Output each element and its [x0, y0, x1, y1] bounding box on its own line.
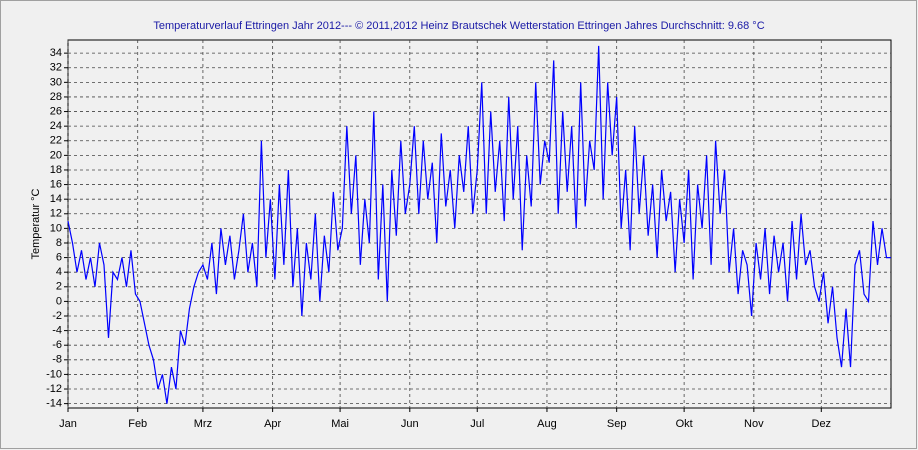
y-tick-label: 20 — [50, 149, 62, 161]
y-tick-label: 18 — [50, 164, 62, 176]
y-tick-label: 8 — [56, 237, 62, 249]
y-tick-label: -6 — [52, 339, 62, 351]
x-tick-label: Jul — [470, 418, 484, 430]
y-tick-label: 12 — [50, 208, 62, 220]
y-tick-label: -8 — [52, 354, 62, 366]
y-tick-label: -10 — [46, 368, 62, 380]
x-tick-label: Mai — [331, 418, 349, 430]
x-tick-label: Aug — [537, 418, 557, 430]
x-tick-label: Apr — [264, 418, 281, 430]
y-tick-label: 2 — [56, 281, 62, 293]
x-tick-label: Feb — [128, 418, 147, 430]
y-tick-label: -12 — [46, 383, 62, 395]
y-tick-label: 6 — [56, 251, 62, 263]
y-tick-label: -2 — [52, 310, 62, 322]
y-tick-label: 32 — [50, 62, 62, 74]
y-tick-label: -14 — [46, 398, 62, 410]
x-tick-label: Nov — [744, 418, 764, 430]
y-tick-label: 34 — [50, 47, 62, 59]
y-tick-label: 0 — [56, 295, 62, 307]
x-tick-label: Jan — [59, 418, 77, 430]
y-tick-label: -4 — [52, 325, 62, 337]
y-axis-label: Temperatur °C — [30, 188, 42, 259]
x-tick-label: Okt — [676, 418, 693, 430]
y-tick-label: 26 — [50, 105, 62, 117]
x-tick-label: Mrz — [194, 418, 212, 430]
y-tick-label: 22 — [50, 135, 62, 147]
y-tick-label: 24 — [50, 120, 62, 132]
y-tick-label: 10 — [50, 222, 62, 234]
plot-area — [67, 39, 892, 409]
y-tick-label: 4 — [56, 266, 62, 278]
data-line — [67, 45, 891, 404]
chart-title: Temperaturverlauf Ettringen Jahr 2012---… — [153, 20, 764, 32]
x-tick-label: Sep — [607, 418, 627, 430]
y-tick-label: 16 — [50, 178, 62, 190]
y-tick-label: 30 — [50, 76, 62, 88]
x-tick-label: Dez — [812, 418, 832, 430]
y-tick-label: 14 — [50, 193, 62, 205]
x-tick-label: Jun — [401, 418, 419, 430]
y-tick-label: 28 — [50, 91, 62, 103]
